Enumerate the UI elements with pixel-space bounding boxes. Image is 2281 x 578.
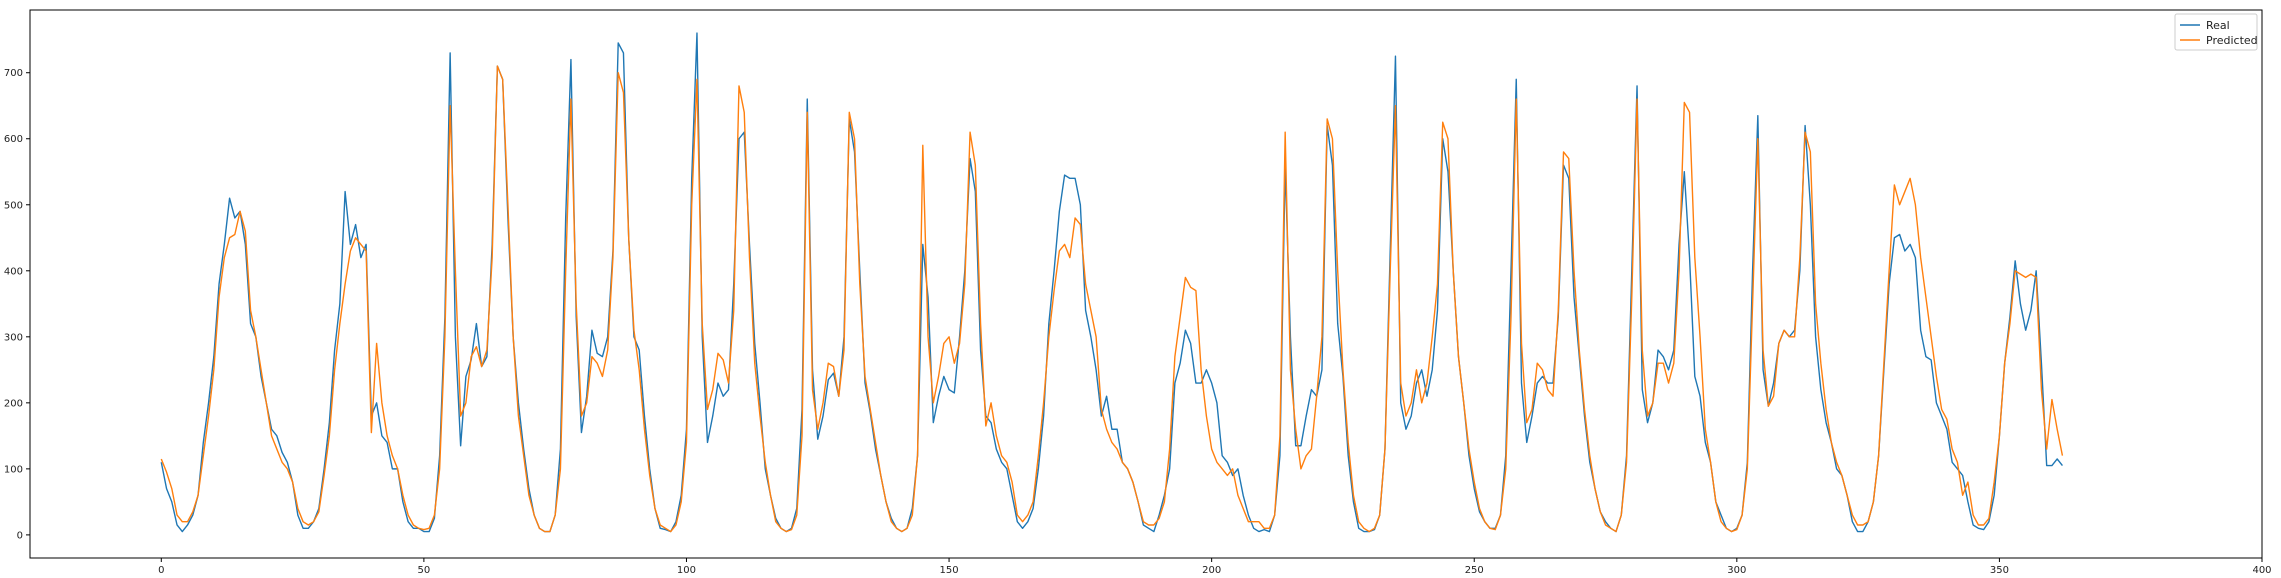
legend-label-predicted: Predicted — [2206, 34, 2258, 47]
y-tick-label: 200 — [4, 398, 23, 409]
x-tick-label: 350 — [1990, 565, 2009, 576]
y-tick-label: 700 — [4, 68, 23, 79]
plot-frame — [29, 9, 2263, 559]
y-axis: 0 100 200 300 400 500 600 700 — [4, 68, 30, 541]
legend-label-real: Real — [2206, 19, 2230, 32]
x-tick-label: 200 — [1202, 565, 1221, 576]
y-tick-label: 600 — [4, 134, 23, 145]
x-tick-label: 0 — [158, 565, 164, 576]
y-tick-label: 500 — [4, 200, 23, 211]
legend: Real Predicted — [2174, 13, 2258, 51]
series-line-predicted — [160, 65, 2064, 533]
series-layer — [160, 32, 2064, 533]
y-tick-label: 0 — [17, 530, 23, 541]
plot-background — [30, 10, 2262, 558]
x-tick-label: 50 — [418, 565, 431, 576]
y-tick-label: 400 — [4, 266, 23, 277]
y-tick-label: 300 — [4, 332, 23, 343]
x-tick-label: 300 — [1727, 565, 1746, 576]
x-axis: 0 50 100 150 200 250 300 350 400 — [158, 558, 2272, 576]
x-tick-label: 100 — [677, 565, 696, 576]
legend-box — [2174, 13, 2258, 51]
x-tick-label: 150 — [940, 565, 959, 576]
y-tick-label: 100 — [4, 464, 23, 475]
x-tick-label: 400 — [2252, 565, 2271, 576]
x-tick-label: 250 — [1465, 565, 1484, 576]
